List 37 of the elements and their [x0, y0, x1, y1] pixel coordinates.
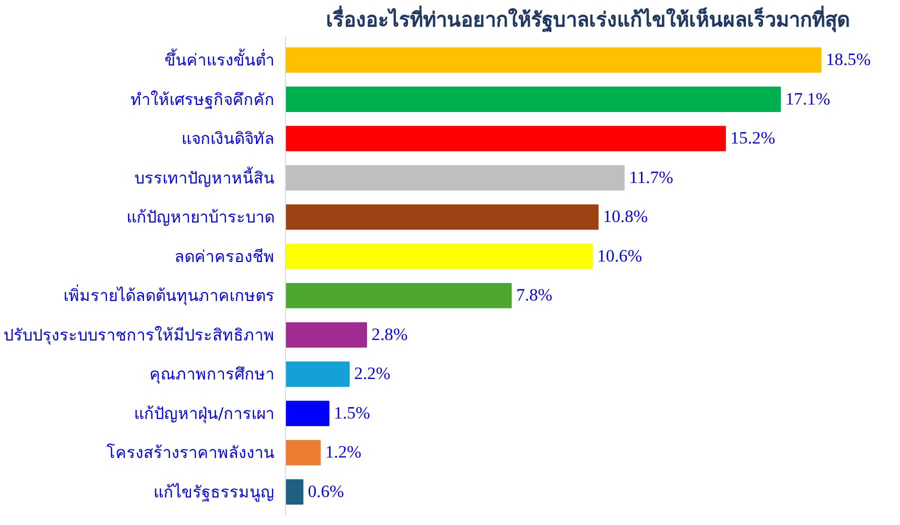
bar: [286, 204, 599, 230]
y-tick-label: แจกเงินดิจิทัล: [182, 129, 274, 148]
y-tick-label: ทำให้เศรษฐกิจคึกคัก: [130, 90, 274, 109]
y-tick-label: ลดค่าครองชีพ: [174, 246, 274, 266]
data-label: 1.2%: [325, 442, 362, 462]
bar: [286, 479, 304, 505]
bar: [286, 282, 512, 308]
data-label: 11.7%: [629, 168, 674, 187]
y-tick-label: คุณภาพการศึกษา: [150, 364, 274, 385]
data-label: 1.5%: [334, 403, 370, 422]
data-label: 2.2%: [354, 364, 390, 384]
bar: [286, 440, 321, 466]
bar: [286, 361, 350, 387]
y-tick-label: แก้ปัญหาฝุ่น/การเผา: [134, 404, 274, 424]
data-label: 10.8%: [603, 207, 648, 226]
data-label: 7.8%: [516, 286, 552, 305]
y-tick-label: แก้ปัญหายาบ้าระบาด: [126, 208, 274, 227]
data-label: 18.5%: [826, 50, 871, 70]
data-label: 2.8%: [372, 324, 408, 344]
y-tick-label: บรรเทาปัญหาหนี้สิน: [134, 166, 274, 188]
data-label: 17.1%: [785, 89, 830, 108]
y-tick-label: เพิ่มรายได้ลดต้นทุนภาคเกษตร: [64, 284, 274, 306]
data-label: 10.6%: [597, 246, 642, 266]
bar: [286, 165, 625, 191]
y-tick-label: แก้ไขรัฐธรรมนูญ: [154, 482, 274, 502]
bar: [286, 47, 822, 73]
y-tick-label: โครงสร้างราคาพลังงาน: [106, 443, 274, 462]
bar: [286, 244, 593, 270]
chart-title: เรื่องอะไรที่ท่านอยากให้รัฐบาลเร่งแก้ไขให้เห็นผลเร็วมากที่สุด: [326, 4, 850, 34]
bar: [286, 86, 781, 112]
bar: [286, 400, 330, 426]
bar: [286, 126, 726, 152]
y-tick-label: ขึ้นค่าแรงขั้นต่ำ: [164, 48, 274, 70]
data-label: 15.2%: [730, 128, 776, 148]
bar: [286, 322, 368, 348]
data-label: 0.6%: [308, 482, 344, 501]
y-tick-label: ปรับปรุงระบบราชการให้มีประสิทธิภาพ: [4, 325, 274, 346]
